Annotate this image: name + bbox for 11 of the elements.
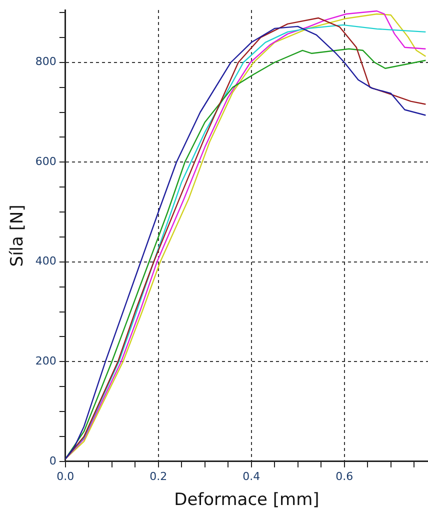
- y-tick-label: 800: [35, 55, 56, 68]
- y-tick-label: 200: [35, 354, 56, 368]
- x-axis-title: Deformace [mm]: [174, 490, 320, 510]
- x-tick-label: 0.6: [336, 470, 354, 483]
- x-tick-label: 0.4: [242, 470, 260, 483]
- y-tick-label: 600: [35, 154, 56, 168]
- y-tick-label: 400: [35, 254, 56, 268]
- x-tick-label: 0.0: [56, 470, 74, 483]
- x-tick-label: 0.2: [150, 470, 168, 483]
- y-tick-label: 0: [49, 454, 56, 468]
- y-axis-title: Síla [N]: [8, 204, 28, 267]
